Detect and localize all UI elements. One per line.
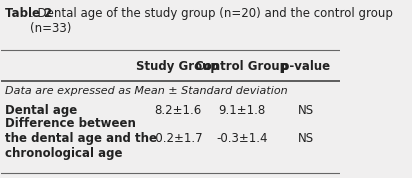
Text: -0.2±1.7: -0.2±1.7 bbox=[152, 132, 203, 145]
Text: 8.2±1.6: 8.2±1.6 bbox=[154, 104, 201, 117]
Text: -0.3±1.4: -0.3±1.4 bbox=[216, 132, 267, 145]
Text: . Dental age of the study group (n=20) and the control group
(n=33): . Dental age of the study group (n=20) a… bbox=[30, 7, 393, 35]
Text: p-value: p-value bbox=[281, 60, 330, 73]
Text: Dental age: Dental age bbox=[5, 104, 77, 117]
Text: Data are expressed as Mean ± Standard deviation: Data are expressed as Mean ± Standard de… bbox=[5, 86, 288, 96]
Text: NS: NS bbox=[298, 132, 314, 145]
Text: Table 2: Table 2 bbox=[5, 7, 52, 20]
Text: 9.1±1.8: 9.1±1.8 bbox=[218, 104, 265, 117]
Text: Control Group: Control Group bbox=[195, 60, 288, 73]
Text: Difference between
the dental age and the
chronological age: Difference between the dental age and th… bbox=[5, 117, 157, 159]
Text: NS: NS bbox=[298, 104, 314, 117]
Text: Study Group: Study Group bbox=[136, 60, 219, 73]
